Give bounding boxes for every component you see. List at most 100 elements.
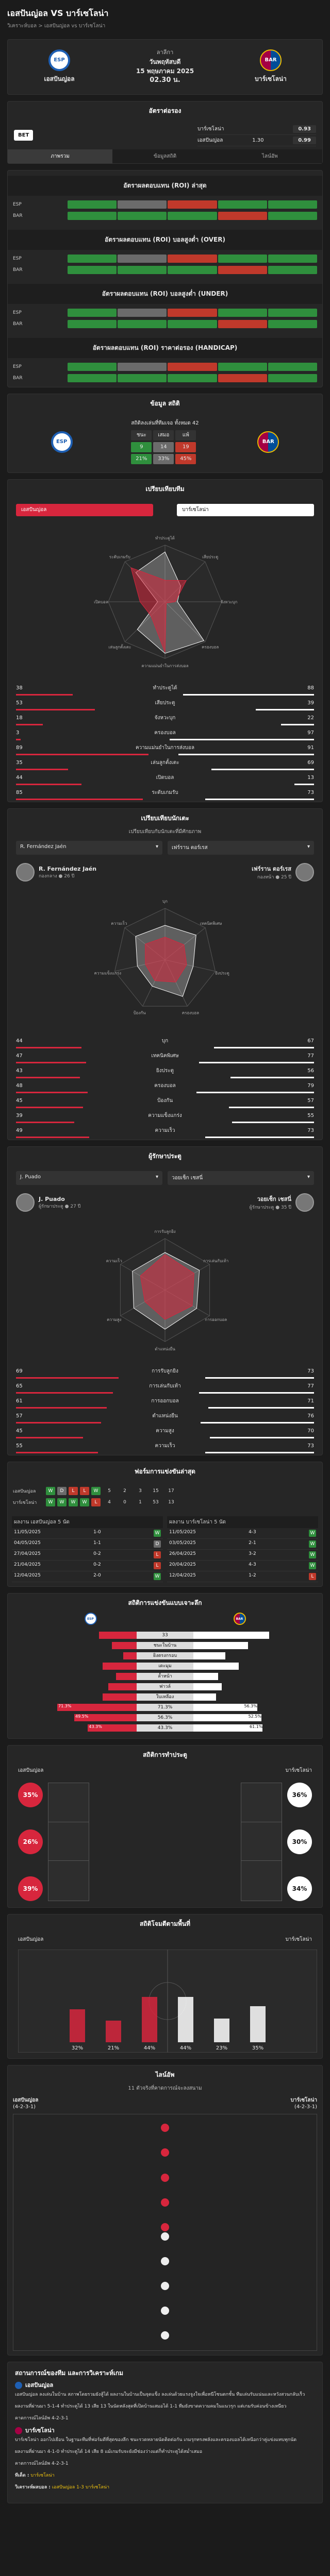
- fixture-row[interactable]: 12/04/2025 2-0 W: [12, 1571, 163, 1582]
- stat-row: 89 ความแม่นยำในการส่งบอล 91: [8, 742, 322, 754]
- player-dot: [161, 2331, 169, 2340]
- away-stat-value: 71: [307, 1398, 314, 1404]
- radar-label: เปิดบอล: [94, 600, 108, 604]
- home-stat-bar: [16, 739, 21, 740]
- bar-gap: [80, 1077, 230, 1078]
- fixture-row[interactable]: 21/04/2025 0-2 L: [12, 1561, 163, 1571]
- fixture-row[interactable]: 20/04/2025 4-3 W: [167, 1561, 318, 1571]
- lineup-player[interactable]: [157, 2257, 173, 2266]
- home-stat-bar: [16, 694, 73, 696]
- bet-button[interactable]: BET: [14, 129, 34, 141]
- stat-bar: [16, 1062, 314, 1063]
- compare-row: ฟาวล์: [23, 1682, 307, 1692]
- left-keeper-select[interactable]: J. Puado ▾: [16, 1171, 162, 1185]
- away-stat-bar: [199, 1062, 314, 1063]
- tab-overview[interactable]: ภาพรวม: [8, 149, 113, 163]
- lineup-player[interactable]: [157, 2198, 173, 2208]
- fixture-score: 3-2: [249, 1551, 256, 1556]
- home-team[interactable]: ESP เอสปันญ่อล: [28, 49, 90, 84]
- goal-zone: 34%: [287, 1876, 312, 1901]
- fixture-result: W: [308, 1530, 316, 1537]
- left-player-select[interactable]: R. Fernández Jaén ▾: [16, 841, 162, 855]
- away-stat-value: 13: [307, 775, 314, 781]
- fixture-row[interactable]: 27/04/2025 0-2 L: [12, 1550, 163, 1561]
- stat-label: ความสูง: [156, 1428, 174, 1434]
- attack-area-card: สถิติโจมตีตามพื้นที่ เอสปันญ่อล บาร์เซโล…: [7, 1914, 323, 2059]
- bar-gap: [81, 784, 294, 785]
- roi-bar: [68, 255, 318, 263]
- away-bar-fill: 56.3%: [193, 1704, 257, 1711]
- away-stat-value: 91: [307, 745, 314, 751]
- fixture-row[interactable]: 12/04/2025 1-2 L: [167, 1571, 318, 1582]
- fixture-row[interactable]: 11/05/2025 4-3 W: [167, 1528, 318, 1539]
- fixture-row[interactable]: 04/05/2025 1-1 D: [12, 1539, 163, 1550]
- stat-row: 35 เล่นลูกตั้งเตะ 69: [8, 757, 322, 769]
- away-stat-bar: [178, 754, 314, 755]
- home-team-name: เอสปันญ่อล: [44, 75, 75, 82]
- roi-result: [118, 255, 167, 263]
- form-result: W: [57, 1498, 67, 1506]
- home-stat-bar: [16, 1452, 98, 1453]
- lineup-player[interactable]: [157, 2307, 173, 2316]
- away-compare-bar: 61.1%: [193, 1724, 307, 1732]
- match-date: 15 พฤษภาคม 2025: [136, 67, 194, 75]
- select-value: เฟร์ราน ตอร์เรส: [172, 845, 208, 851]
- roi-result: [118, 200, 167, 209]
- fixture-date: 21/04/2025: [14, 1562, 41, 1567]
- stat-label: จังหวะบุก: [154, 715, 176, 721]
- away-stat-value: 77: [307, 1383, 314, 1389]
- away-stat-bar: [294, 784, 314, 785]
- away-compare-bar: [193, 1683, 307, 1690]
- lineup-player[interactable]: [157, 2173, 173, 2183]
- stat-row: 45 ความสูง 70: [8, 1425, 322, 1437]
- fixture-row[interactable]: 03/05/2025 2-1 W: [167, 1539, 318, 1550]
- stat-label: ครองบอล: [154, 730, 176, 736]
- bar-gap: [143, 799, 205, 800]
- odds-value[interactable]: 0.93: [293, 125, 316, 133]
- barcelona-logo: BAR: [233, 1613, 246, 1625]
- fixture-row[interactable]: 26/04/2025 3-2 W: [167, 1550, 318, 1561]
- roi-result: [218, 320, 267, 328]
- player-dot: [161, 2223, 169, 2231]
- pick-label: ทีเด็ด :: [15, 2473, 29, 2478]
- fixture-score: 0-2: [93, 1551, 101, 1556]
- form-result: W: [91, 1487, 101, 1495]
- lineup-player[interactable]: [157, 2331, 173, 2341]
- right-player-select[interactable]: เฟร์ราน ตอร์เรส ▾: [168, 841, 314, 855]
- bar-gap: [21, 739, 170, 740]
- tab-lineup[interactable]: ไลน์อัพ: [262, 154, 278, 159]
- odds-value[interactable]: 0.99: [293, 137, 316, 144]
- lineup-player[interactable]: [157, 2223, 173, 2232]
- team-radar-chart: ทำประตูได้เสียประตูจังหวะบุกครองบอลความแ…: [94, 536, 237, 668]
- bar-gap: [101, 1422, 201, 1423]
- lineup-player[interactable]: [157, 2148, 173, 2158]
- lineup-player[interactable]: [157, 2282, 173, 2291]
- roi-result: [218, 255, 267, 263]
- fixture-date: 26/04/2025: [169, 1551, 196, 1556]
- stat-label: การเล่นกับเท้า: [149, 1383, 181, 1389]
- away-stat-value: 77: [307, 1053, 314, 1059]
- bar-gap: [148, 754, 178, 755]
- away-pill[interactable]: บาร์เซโลน่า: [177, 504, 314, 516]
- attack-bar: [106, 2021, 121, 2042]
- h2h-cell: แพ้: [175, 430, 196, 440]
- home-compare-bar: [23, 1683, 137, 1690]
- fixture-row[interactable]: 11/05/2025 1-0 W: [12, 1528, 163, 1539]
- fixture-score: 2-1: [249, 1540, 256, 1546]
- home-pill[interactable]: เอสปันญ่อล: [16, 504, 153, 516]
- tab-stats[interactable]: ข้อมูลสถิติ: [153, 154, 177, 159]
- home-stat-bar: [16, 1377, 119, 1379]
- lineup-player[interactable]: [157, 2232, 173, 2242]
- form-title: ฟอร์มการแข่งขันล่าสุด: [135, 1468, 195, 1475]
- fixture-date: 27/04/2025: [14, 1551, 41, 1556]
- score-value: เอสปันญ่อล 1-3 บาร์เซโลน่า: [52, 2485, 110, 2490]
- breadcrumb[interactable]: วิเคราะห์บอล > เอสปันญ่อล vs บาร์เซโลน่า: [7, 23, 106, 29]
- away-team[interactable]: BAR บาร์เซโลน่า: [240, 49, 302, 84]
- home-stat-value: 45: [16, 1428, 23, 1434]
- bar-gap: [73, 694, 183, 696]
- fixture-result: L: [153, 1562, 161, 1569]
- roi-bar: [68, 200, 318, 209]
- lineup-player[interactable]: [157, 2124, 173, 2133]
- right-keeper-select[interactable]: วอยเช็ก เชสนี่ ▾: [168, 1171, 314, 1185]
- compare-label: 71.3%: [137, 1704, 193, 1711]
